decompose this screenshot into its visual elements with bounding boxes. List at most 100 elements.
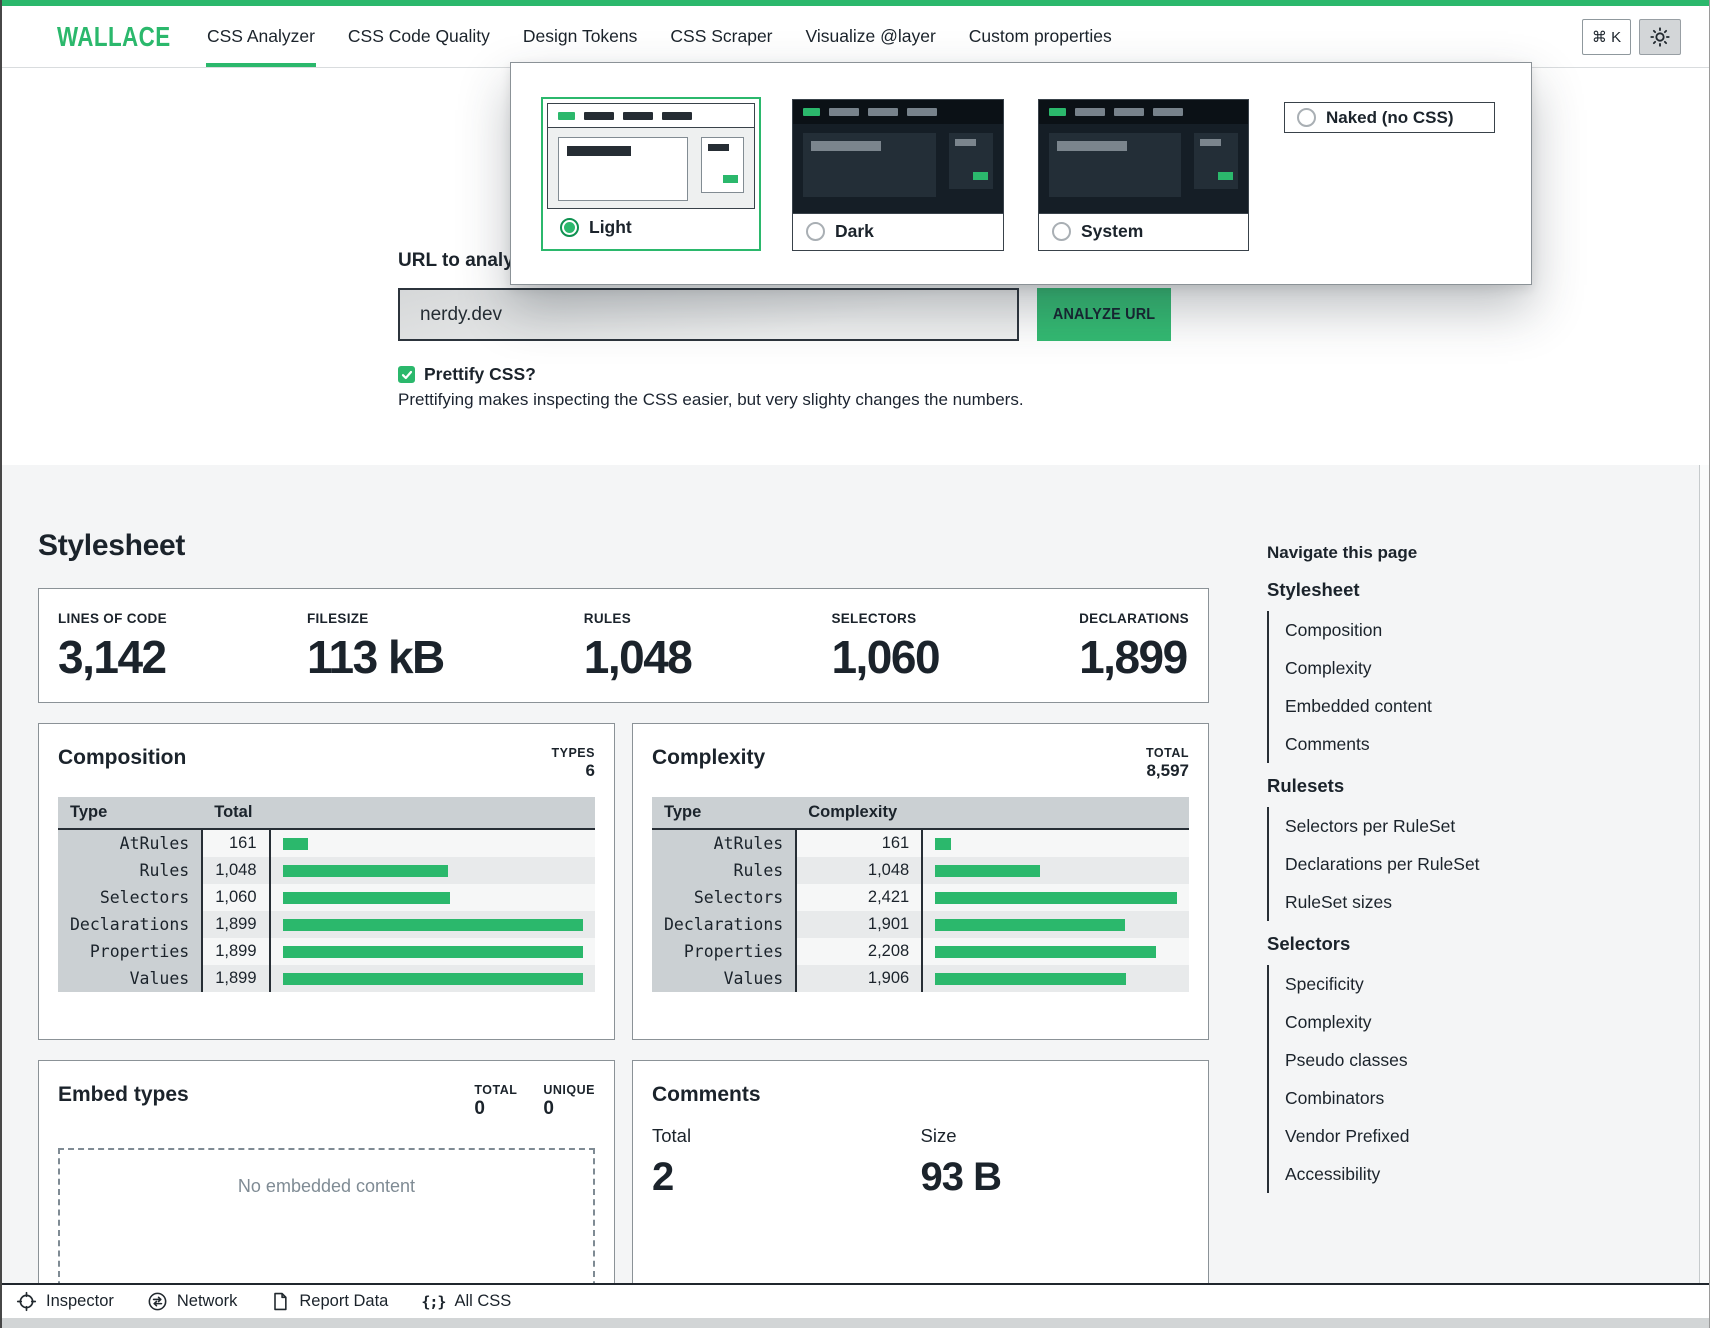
wallace-logo[interactable]: WALLACE (57, 20, 171, 52)
page-nav-item-selector-complexity[interactable]: Complexity (1285, 1011, 1372, 1032)
theme-option-system[interactable]: System (1038, 99, 1249, 251)
page-nav-group-items: Composition Complexity Embedded content … (1267, 611, 1517, 763)
naked-radio[interactable] (1297, 108, 1316, 127)
column-header-bar (269, 797, 595, 830)
page-nav-item-specificity[interactable]: Specificity (1285, 973, 1364, 994)
theme-picker-popover: Light Dark (510, 62, 1532, 285)
table-row: Declarations 1,901 (652, 911, 1189, 938)
page-nav-group-selectors[interactable]: Selectors (1267, 933, 1351, 954)
url-form-row: ANALYZE URL (398, 288, 1171, 341)
statusbar-all-css[interactable]: {;} All CSS (421, 1292, 511, 1311)
prettify-label: Prettify CSS? (424, 364, 536, 384)
comments-title: Comments (652, 1083, 761, 1106)
devtools-statusbar: Inspector Network Report Data {;} (2, 1283, 1709, 1318)
page-nav-item-accessibility[interactable]: Accessibility (1285, 1163, 1381, 1184)
table-header-row: Type Complexity (652, 797, 1189, 830)
url-label: URL to analyze (398, 250, 534, 271)
system-theme-preview (1039, 100, 1248, 213)
complexity-panel: Complexity TOTAL 8,597 Type Complexity A… (632, 723, 1209, 1040)
comments-body: Total 2 Size 93 B (652, 1125, 1189, 1200)
table-row: AtRules 161 (652, 829, 1189, 857)
page-nav-item-complexity[interactable]: Complexity (1285, 657, 1372, 678)
value-bar (935, 972, 1126, 985)
statusbar-label: Report Data (299, 1292, 389, 1310)
page-nav-item-composition[interactable]: Composition (1285, 619, 1383, 640)
composition-table: Type Total AtRules 161 Rules 1,048 Selecto… (58, 797, 595, 992)
prettify-row: Prettify CSS? (398, 364, 536, 385)
theme-option-naked[interactable]: Naked (no CSS) (1284, 102, 1495, 133)
report-title: Stylesheet (38, 529, 186, 562)
meta-value: 8,597 (1146, 761, 1189, 780)
light-radio-label: Light (589, 216, 632, 237)
stat-label: FILESIZE (306, 611, 369, 626)
composition-panel: Composition TYPES 6 Type Total AtRules 16… (38, 723, 615, 1040)
page-nav-group-stylesheet[interactable]: Stylesheet (1267, 579, 1360, 600)
stat-declarations: DECLARATIONS 1,899 (1079, 611, 1189, 702)
embed-meta: TOTAL 0 UNIQUE 0 (474, 1083, 595, 1120)
top-nav: WALLACE CSS Analyzer CSS Code Quality De… (2, 6, 1709, 68)
value-bar (935, 918, 1126, 931)
analyze-url-button[interactable]: ANALYZE URL (1037, 288, 1171, 341)
statusbar-inspector[interactable]: Inspector (16, 1291, 114, 1312)
page-nav-item-selectors-per-ruleset[interactable]: Selectors per RuleSet (1285, 815, 1456, 836)
tab-css-analyzer[interactable]: CSS Analyzer (205, 6, 316, 67)
value-bar (935, 837, 952, 850)
tab-visualize-layer[interactable]: Visualize @layer (805, 26, 936, 46)
url-input[interactable] (398, 288, 1019, 341)
page-nav-item-combinators[interactable]: Combinators (1285, 1087, 1385, 1108)
statusbar-network[interactable]: Network (147, 1291, 237, 1312)
table-row: Rules 1,048 (58, 857, 595, 884)
page-nav-group-items: Selectors per RuleSet Declarations per R… (1267, 807, 1517, 921)
document-icon (270, 1291, 290, 1312)
page-nav-item-embedded-content[interactable]: Embedded content (1285, 695, 1432, 716)
meta-label: TOTAL (1145, 746, 1189, 760)
composition-meta: TYPES 6 (552, 746, 596, 781)
table-row: Rules 1,048 (652, 857, 1189, 884)
braces-icon: {;} (421, 1292, 446, 1311)
scrollbar-track[interactable] (1699, 465, 1709, 1283)
tab-design-tokens[interactable]: Design Tokens (522, 26, 638, 46)
comments-size-value: 93 B (920, 1155, 1002, 1199)
page-nav-group-rulesets[interactable]: Rulesets (1267, 775, 1345, 796)
tab-css-scraper[interactable]: CSS Scraper (670, 26, 773, 46)
value-bar (935, 864, 1040, 877)
tab-css-code-quality[interactable]: CSS Code Quality (347, 26, 490, 46)
table-row: Values 1,899 (58, 965, 595, 992)
comments-size: Size 93 B (921, 1125, 1190, 1200)
page-nav-item-pseudo-classes[interactable]: Pseudo classes (1285, 1049, 1408, 1070)
nav-controls: ⌘ K (1582, 6, 1681, 67)
theme-option-dark[interactable]: Dark (792, 99, 1004, 251)
light-theme-preview (547, 103, 755, 209)
page-nav-item-ruleset-sizes[interactable]: RuleSet sizes (1285, 891, 1392, 912)
complexity-table: Type Complexity AtRules 161 Rules 1,048 Se… (652, 797, 1189, 992)
prettify-checkbox[interactable] (398, 366, 415, 383)
dark-theme-preview (793, 100, 1003, 213)
meta-label: TYPES (551, 746, 595, 760)
stat-selectors: SELECTORS 1,060 (831, 611, 940, 702)
complexity-meta: TOTAL 8,597 (1146, 746, 1189, 781)
statusbar-report-data[interactable]: Report Data (270, 1291, 388, 1312)
table-row: Selectors 1,060 (58, 884, 595, 911)
window-bottom-edge (2, 1318, 1709, 1328)
page-nav-item-vendor-prefixed[interactable]: Vendor Prefixed (1285, 1125, 1410, 1146)
dark-radio[interactable] (806, 222, 825, 241)
table-row: Selectors 2,421 (652, 884, 1189, 911)
stat-label: DECLARATIONS (1079, 611, 1189, 626)
comments-size-label: Size (920, 1125, 957, 1146)
nav-tabs: CSS Analyzer CSS Code Quality Design Tok… (205, 6, 1112, 67)
stat-filesize: FILESIZE 113 kB (306, 611, 445, 702)
page-nav-item-comments[interactable]: Comments (1285, 733, 1370, 754)
theme-toggle-button[interactable] (1639, 18, 1681, 55)
comments-total-label: Total (652, 1125, 692, 1146)
light-radio[interactable] (560, 217, 579, 237)
command-palette-button[interactable]: ⌘ K (1582, 18, 1631, 55)
meta-value: 6 (585, 761, 595, 780)
tab-custom-properties[interactable]: Custom properties (968, 26, 1112, 46)
table-row: Declarations 1,899 (58, 911, 595, 938)
theme-option-light[interactable]: Light (541, 97, 761, 251)
page-nav-item-declarations-per-ruleset[interactable]: Declarations per RuleSet (1285, 853, 1480, 874)
system-radio[interactable] (1052, 222, 1071, 241)
table-row: Values 1,906 (652, 965, 1189, 992)
column-header-type: Type (652, 797, 797, 830)
page-nav-group-items: Specificity Complexity Pseudo classes Co… (1267, 965, 1517, 1193)
